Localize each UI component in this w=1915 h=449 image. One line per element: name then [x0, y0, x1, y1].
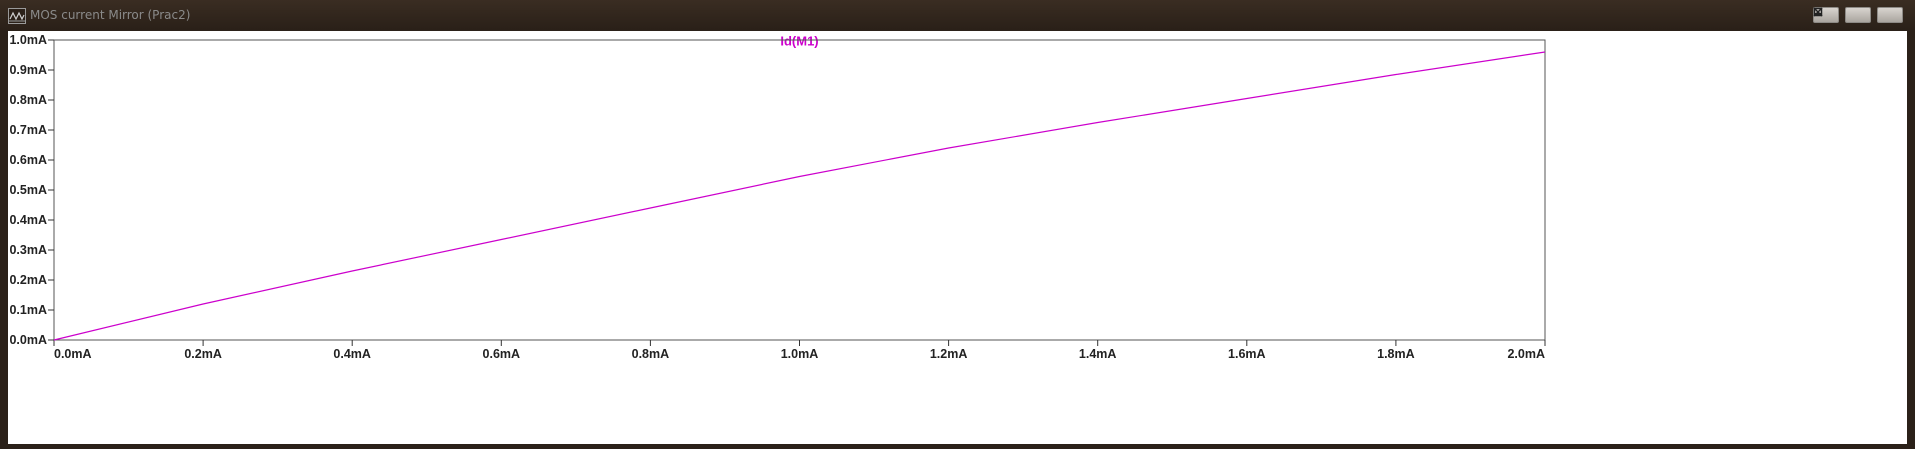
restore-icon: [1813, 7, 1823, 17]
x-tick-label: 1.6mA: [1228, 347, 1266, 361]
y-tick-label: 0.5mA: [9, 183, 47, 197]
x-tick-label: 1.2mA: [930, 347, 968, 361]
y-axis: 0.0mA 0.1mA 0.2mA 0.3mA 0.4mA 0.5mA 0.6mA 0.7mA…: [9, 33, 54, 347]
x-tick-label: 1.8mA: [1377, 347, 1415, 361]
y-tick-label: 0.3mA: [9, 243, 47, 257]
x-tick-label: 0.4mA: [333, 347, 371, 361]
x-tick-label: 0.8mA: [632, 347, 670, 361]
y-tick-label: 0.2mA: [9, 273, 47, 287]
x-tick-label: 0.2mA: [184, 347, 222, 361]
y-tick-label: 0.9mA: [9, 63, 47, 77]
x-tick-label: 0.0mA: [54, 347, 92, 361]
chart-title[interactable]: Id(M1): [780, 34, 818, 49]
close-button[interactable]: [1813, 7, 1903, 23]
x-tick-label: 2.0mA: [1507, 347, 1545, 361]
x-tick-label: 0.6mA: [483, 347, 521, 361]
y-tick-label: 0.0mA: [9, 333, 47, 347]
window-controls: [1813, 7, 1903, 23]
plot-area[interactable]: Id(M1) 0.0mA 0.1mA 0.2mA 0.3mA 0.4mA 0.5mA 0.6…: [8, 31, 1907, 444]
traces: [53, 51, 1546, 341]
y-tick-label: 0.6mA: [9, 153, 47, 167]
y-tick-label: 0.8mA: [9, 93, 47, 107]
restore-button[interactable]: [1813, 7, 1871, 23]
series-line-id-m1[interactable]: [53, 51, 1546, 341]
chart[interactable]: Id(M1) 0.0mA 0.1mA 0.2mA 0.3mA 0.4mA 0.5mA 0.6…: [8, 31, 1907, 444]
x-tick-label: 1.4mA: [1079, 347, 1117, 361]
y-tick-label: 0.7mA: [9, 123, 47, 137]
title-bar[interactable]: MOS current Mirror (Prac2): [0, 0, 1915, 30]
y-tick-label: 0.4mA: [9, 213, 47, 227]
close-icon: [1813, 7, 1823, 17]
x-tick-label: 1.0mA: [781, 347, 819, 361]
x-axis: 0.0mA 0.2mA 0.4mA 0.6mA 0.8mA 1.0mA 1.2mA 1.4mA…: [53, 340, 1546, 361]
y-tick-label: 1.0mA: [9, 33, 47, 47]
waveform-icon: [8, 8, 26, 24]
plot-frame: [53, 39, 1546, 341]
y-tick-label: 0.1mA: [9, 303, 47, 317]
window-title: MOS current Mirror (Prac2): [30, 8, 191, 22]
